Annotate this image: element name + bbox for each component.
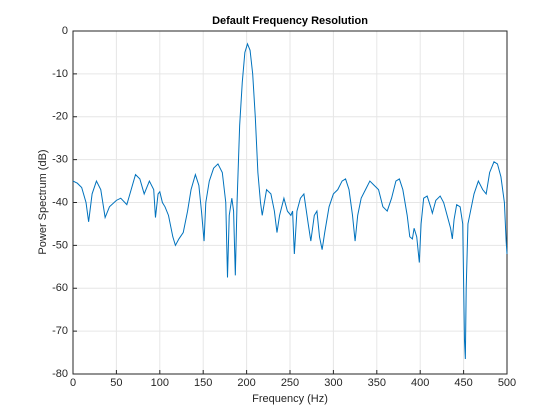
- x-tick-label: 450: [454, 377, 472, 389]
- x-axis-label: Frequency (Hz): [252, 393, 328, 405]
- y-tick-label: -50: [52, 239, 68, 251]
- x-tick-label: 100: [151, 377, 169, 389]
- x-tick-label: 150: [194, 377, 212, 389]
- x-tick-label: 200: [237, 377, 255, 389]
- y-tick-label: -70: [52, 325, 68, 337]
- x-tick-label: 250: [281, 377, 299, 389]
- axes-box: [72, 30, 508, 375]
- x-tick-label: 350: [368, 377, 386, 389]
- y-axis-label: Power Spectrum (dB): [37, 149, 49, 254]
- x-tick-label: 50: [110, 377, 122, 389]
- x-tick-label: 400: [411, 377, 429, 389]
- x-tick-label: 500: [498, 377, 516, 389]
- y-tick-label: -40: [52, 196, 68, 208]
- y-tick-label: -10: [52, 68, 68, 80]
- chart-title: Default Frequency Resolution: [212, 15, 368, 27]
- spectrum-line: [72, 42, 508, 360]
- x-tick-label: 300: [324, 377, 342, 389]
- y-tick-label: -60: [52, 282, 68, 294]
- x-tick-label: 0: [70, 377, 76, 389]
- y-tick-label: 0: [62, 25, 68, 37]
- y-tick-label: -80: [52, 368, 68, 380]
- y-tick-label: -20: [52, 111, 68, 123]
- y-tick-label: -30: [52, 154, 68, 166]
